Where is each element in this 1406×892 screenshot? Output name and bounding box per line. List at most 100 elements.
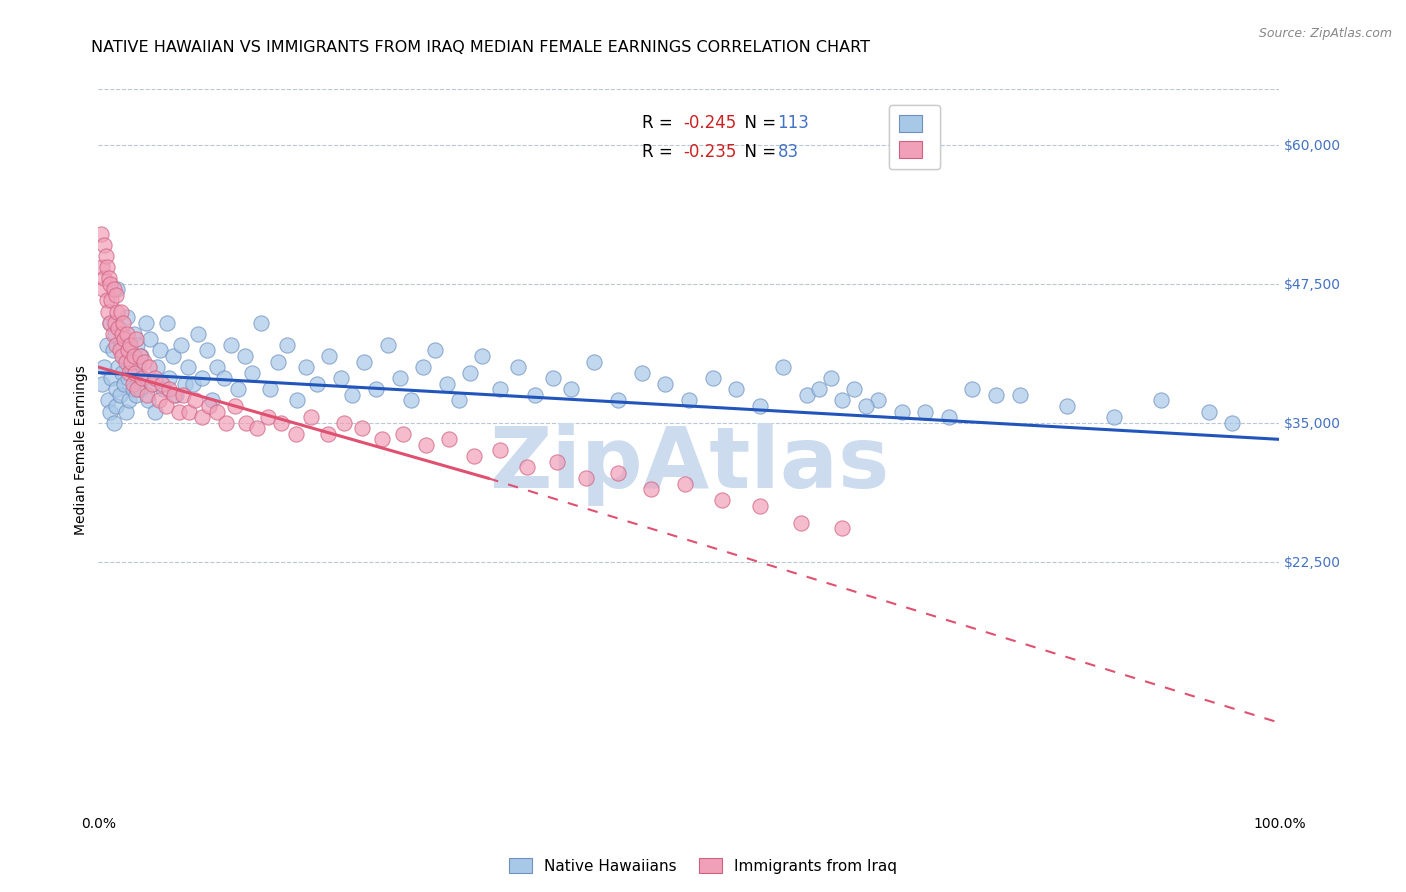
Point — [105, 288, 128, 302]
Point — [1220, 416, 1243, 430]
Point — [267, 354, 290, 368]
Point — [118, 393, 141, 408]
Point — [489, 382, 512, 396]
Point — [121, 376, 143, 391]
Point — [100, 371, 122, 385]
Point — [524, 388, 547, 402]
Point — [110, 338, 132, 352]
Point — [890, 404, 912, 418]
Point — [233, 349, 256, 363]
Point — [97, 393, 120, 408]
Point — [187, 326, 209, 341]
Point — [121, 360, 143, 375]
Point — [1102, 410, 1125, 425]
Point — [436, 376, 458, 391]
Text: Source: ZipAtlas.com: Source: ZipAtlas.com — [1258, 27, 1392, 40]
Point — [110, 304, 132, 318]
Point — [224, 399, 246, 413]
Point — [114, 404, 136, 418]
Point — [179, 404, 201, 418]
Point — [132, 371, 155, 385]
Point — [607, 393, 630, 408]
Point — [172, 388, 194, 402]
Point — [111, 349, 134, 363]
Point — [118, 366, 141, 380]
Point — [103, 282, 125, 296]
Point — [460, 366, 482, 380]
Point — [128, 382, 150, 396]
Point — [162, 349, 184, 363]
Point — [844, 382, 866, 396]
Point — [96, 293, 118, 308]
Point — [212, 371, 235, 385]
Point — [333, 416, 356, 430]
Point — [318, 349, 340, 363]
Point — [105, 399, 128, 413]
Point — [141, 376, 163, 391]
Point — [173, 376, 195, 391]
Point — [142, 376, 165, 391]
Point — [725, 382, 748, 396]
Point — [96, 338, 118, 352]
Point — [103, 416, 125, 430]
Point — [107, 321, 129, 335]
Point — [201, 393, 224, 408]
Point — [630, 366, 652, 380]
Point — [115, 326, 138, 341]
Point — [127, 382, 149, 396]
Point — [149, 343, 172, 358]
Point — [111, 326, 134, 341]
Point — [215, 416, 238, 430]
Point — [105, 382, 128, 396]
Point — [96, 260, 118, 274]
Point — [98, 277, 121, 291]
Point — [93, 360, 115, 375]
Point — [181, 376, 204, 391]
Point — [437, 433, 460, 447]
Point — [112, 332, 135, 346]
Text: -0.235: -0.235 — [683, 144, 737, 161]
Point — [831, 521, 853, 535]
Point — [1008, 388, 1031, 402]
Point — [191, 371, 214, 385]
Point — [807, 382, 830, 396]
Point — [101, 326, 124, 341]
Point — [305, 376, 328, 391]
Point — [107, 360, 129, 375]
Point — [156, 316, 179, 330]
Point — [104, 316, 127, 330]
Point — [938, 410, 960, 425]
Point — [205, 360, 228, 375]
Point — [112, 316, 135, 330]
Point — [489, 443, 512, 458]
Point — [546, 454, 568, 468]
Point — [98, 316, 121, 330]
Point — [711, 493, 734, 508]
Point — [94, 249, 117, 263]
Point — [148, 393, 170, 408]
Legend: , : , — [889, 104, 941, 169]
Point — [134, 354, 156, 368]
Point — [108, 343, 131, 358]
Point — [120, 338, 142, 352]
Point — [1056, 399, 1078, 413]
Point — [191, 410, 214, 425]
Point — [127, 338, 149, 352]
Point — [122, 326, 145, 341]
Point — [299, 410, 322, 425]
Point — [111, 366, 134, 380]
Point — [121, 354, 143, 368]
Point — [820, 371, 842, 385]
Text: N =: N = — [734, 144, 782, 161]
Point — [112, 349, 135, 363]
Point — [463, 449, 485, 463]
Point — [831, 393, 853, 408]
Point — [246, 421, 269, 435]
Point — [560, 382, 582, 396]
Point — [855, 399, 877, 413]
Point — [541, 371, 564, 385]
Point — [329, 371, 352, 385]
Point — [120, 343, 142, 358]
Point — [117, 343, 139, 358]
Point — [157, 382, 180, 396]
